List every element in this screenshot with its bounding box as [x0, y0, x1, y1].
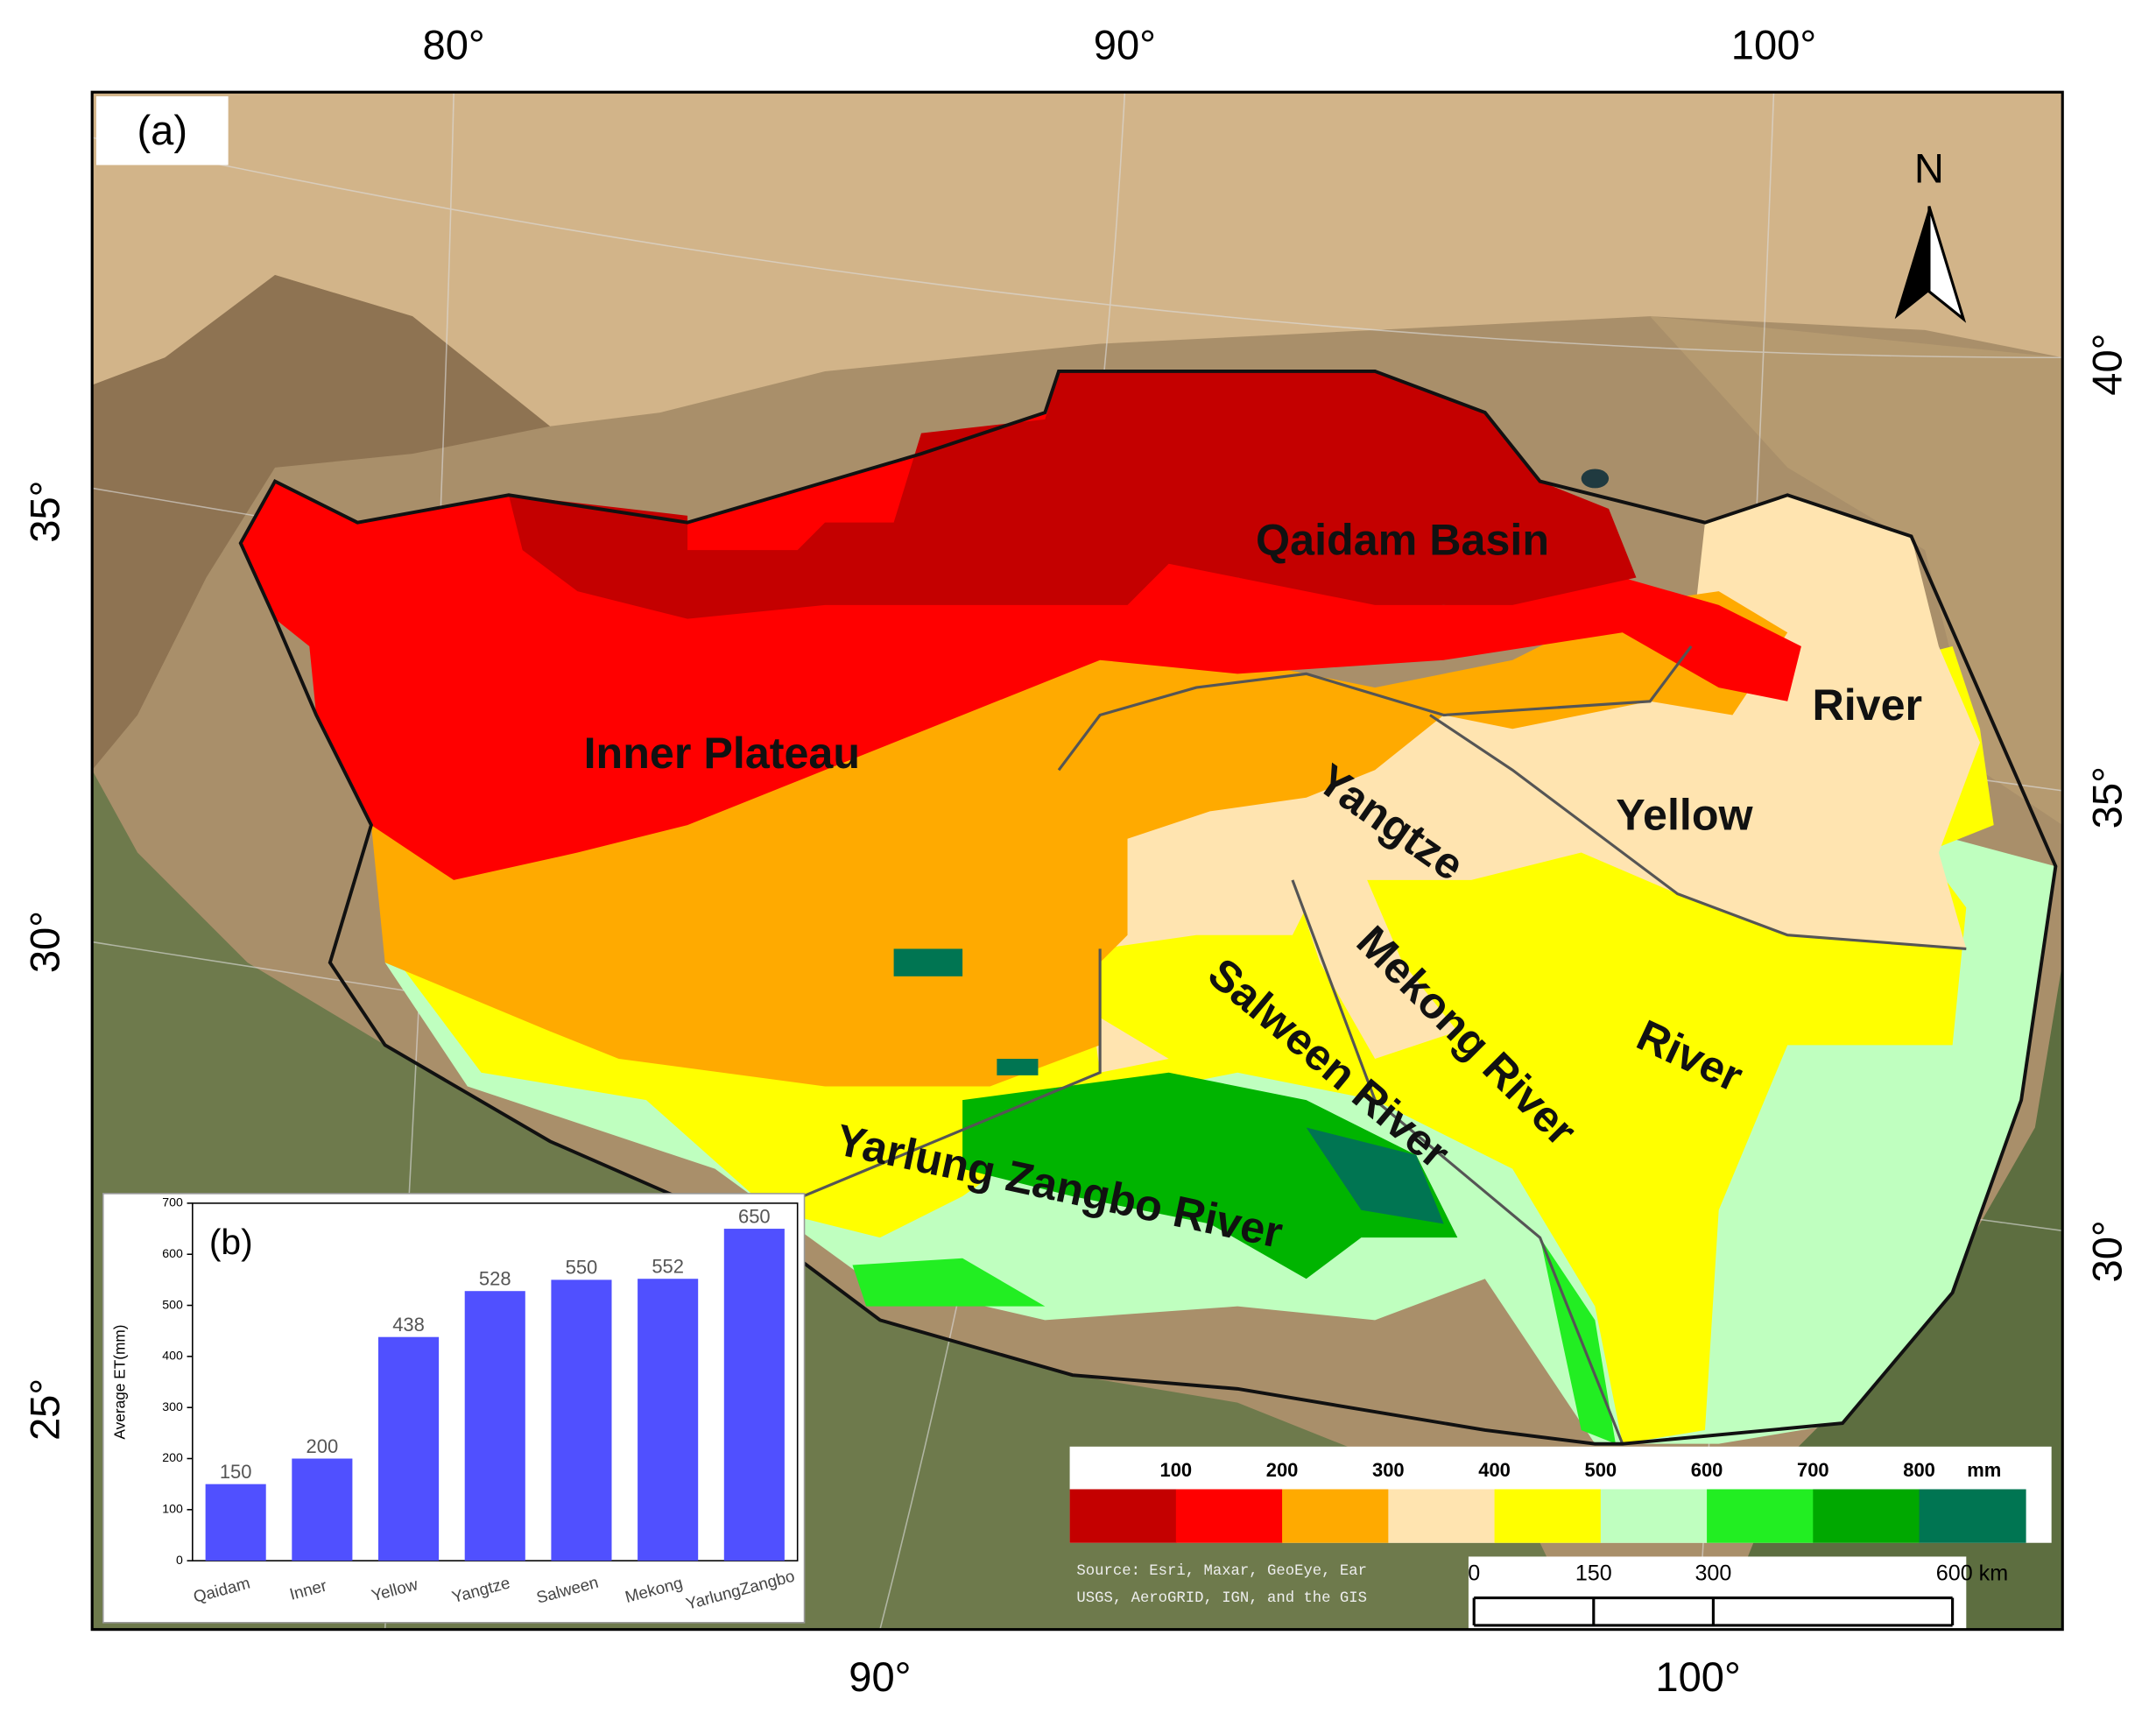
lon-label: 90° — [849, 1653, 911, 1700]
source-text: USGS, AeroGRID, IGN, and the GIS — [1076, 1590, 1367, 1607]
region-label: Yellow — [1616, 791, 1753, 840]
bar — [638, 1279, 699, 1561]
lat-label: 35° — [2084, 766, 2131, 828]
bar — [292, 1458, 353, 1561]
y-tick-label: 300 — [162, 1399, 183, 1413]
bar — [378, 1336, 440, 1561]
et-raster — [238, 369, 2058, 1446]
lat-label: 40° — [2084, 333, 2131, 395]
legend-swatch — [1282, 1489, 1390, 1543]
scale-bar-label: 300 — [1695, 1561, 1731, 1585]
north-arrow — [1894, 206, 1967, 323]
lon-label: 80° — [423, 21, 485, 67]
y-tick-label: 700 — [162, 1195, 183, 1209]
y-tick-label: 0 — [176, 1553, 183, 1567]
legend-label: 700 — [1797, 1459, 1829, 1481]
value-label: 528 — [479, 1267, 511, 1289]
value-label: 552 — [652, 1255, 684, 1277]
lat-label: 30° — [2084, 1220, 2131, 1282]
bar — [723, 1229, 785, 1561]
lon-label: 90° — [1094, 21, 1156, 67]
bar — [551, 1279, 612, 1561]
y-tick-label: 200 — [162, 1450, 183, 1464]
legend-swatch — [1069, 1489, 1177, 1543]
y-tick-label: 100 — [162, 1502, 183, 1516]
scale-bar-label: 600 km — [1936, 1561, 2008, 1585]
north-label: N — [1914, 145, 1944, 192]
legend-swatch — [1175, 1489, 1283, 1543]
legend-swatch — [1600, 1489, 1708, 1543]
region-label: Inner Plateau — [584, 729, 860, 778]
legend-label: 200 — [1266, 1459, 1299, 1481]
value-label: 200 — [306, 1435, 339, 1457]
bar — [205, 1484, 266, 1561]
panel-label: (a) — [137, 107, 187, 153]
legend-label: 100 — [1160, 1459, 1193, 1481]
legend-swatch — [1494, 1489, 1602, 1543]
region-label: Qaidam Basin — [1256, 515, 1549, 564]
legend-swatch — [1388, 1489, 1496, 1543]
legend-swatch — [1919, 1489, 2026, 1543]
legend-label: 400 — [1478, 1459, 1511, 1481]
panel-label-box — [95, 95, 229, 166]
scale-bar-label: 150 — [1575, 1561, 1612, 1585]
scale-bar-label: 0 — [1468, 1561, 1480, 1585]
map-frame — [90, 90, 2064, 1632]
lat-label: 30° — [21, 911, 67, 973]
bar — [464, 1291, 525, 1561]
lon-label: 100° — [1731, 21, 1816, 67]
legend-unit: mm — [1967, 1459, 2001, 1481]
lat-label: 35° — [21, 481, 67, 543]
value-label: 438 — [392, 1314, 425, 1336]
lon-label: 100° — [1655, 1653, 1740, 1700]
y-tick-label: 600 — [162, 1246, 183, 1260]
value-label: 150 — [220, 1461, 252, 1483]
region-label: River — [1812, 680, 1922, 730]
source-text: Source: Esri, Maxar, GeoEye, Ear — [1076, 1563, 1367, 1580]
y-axis-label: Average ET(mm) — [111, 1324, 129, 1439]
legend-label: 800 — [1903, 1459, 1935, 1481]
scale-bar-bg — [1468, 1556, 1967, 1629]
legend-swatch — [1707, 1489, 1814, 1543]
y-tick-label: 400 — [162, 1349, 183, 1363]
value-label: 650 — [738, 1205, 771, 1227]
value-label: 550 — [566, 1257, 598, 1279]
lat-label: 25° — [21, 1378, 67, 1441]
legend-label: 500 — [1585, 1459, 1617, 1481]
legend-label: 300 — [1372, 1459, 1405, 1481]
legend-label: 600 — [1691, 1459, 1723, 1481]
y-tick-label: 500 — [162, 1297, 183, 1311]
legend-swatch — [1813, 1489, 1920, 1543]
inset-panel-label: (b) — [209, 1222, 253, 1262]
